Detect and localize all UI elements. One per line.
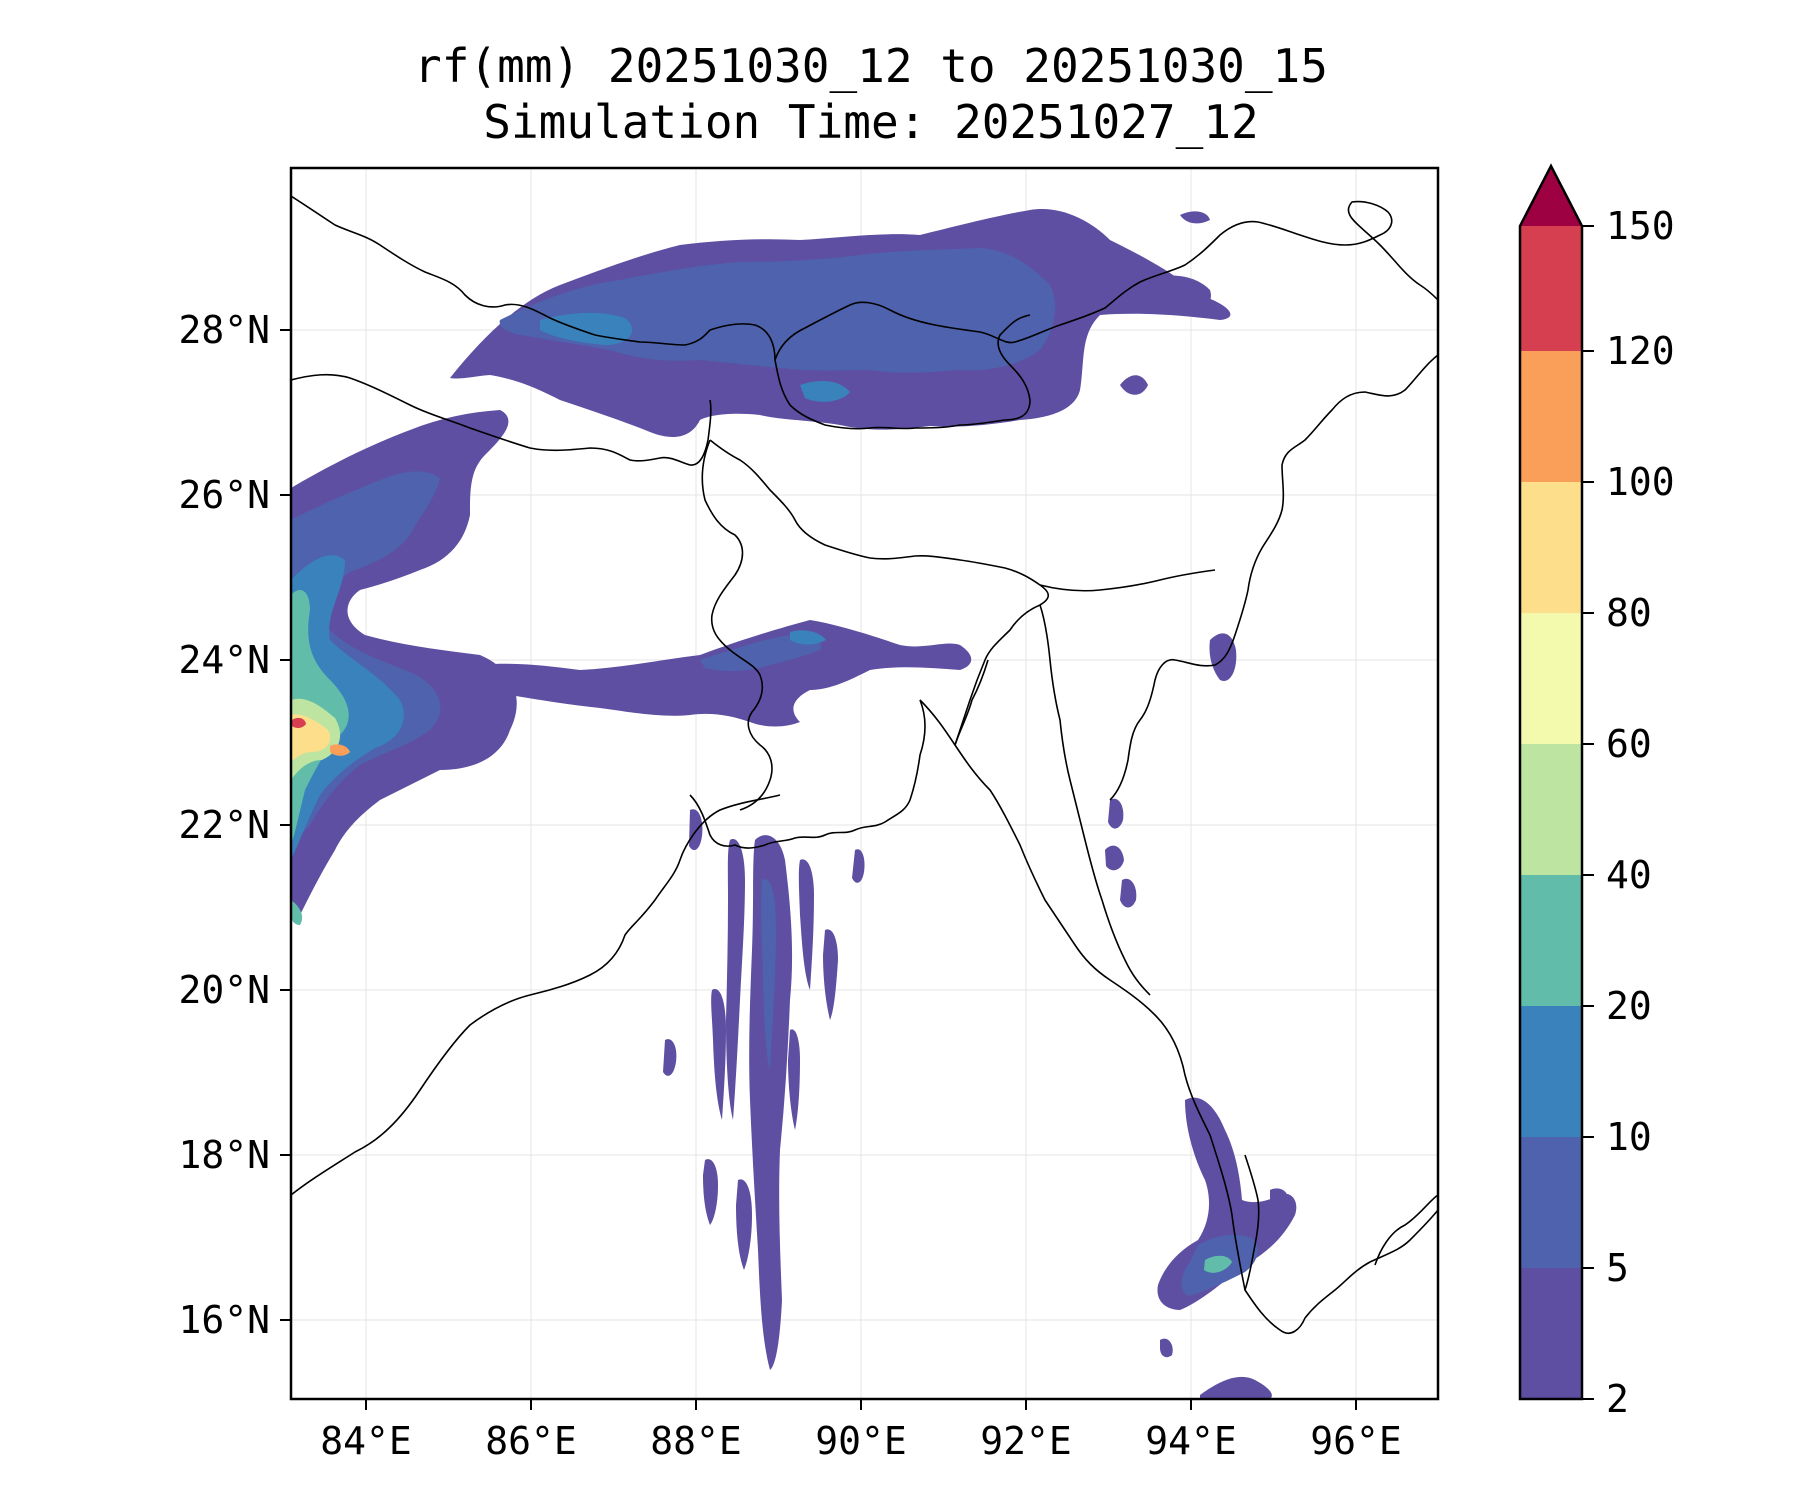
- title-line-1: rf(mm) 20251030_12 to 20251030_15: [414, 39, 1328, 93]
- rain-area-tripura: [1108, 798, 1124, 829]
- west-bengal-border: [701, 439, 773, 811]
- rain-area-bay-streak-10: [663, 1039, 677, 1076]
- rain-area-himalaya-core-2: [800, 380, 850, 402]
- myanmar-north-border: [1109, 354, 1438, 801]
- rain-area-bay-streak-2: [761, 879, 776, 1070]
- colorbar-segment-40-60: [1520, 744, 1582, 875]
- rain-area-ganges-120-b: [330, 744, 350, 756]
- colorbar-outline: [1518, 163, 1584, 1401]
- y-tick-label: 22°N: [178, 803, 270, 847]
- map-outlines: [291, 195, 1438, 1334]
- colorbar-extend-arrow: [1520, 166, 1582, 226]
- rain-area-ayeyarwady: [1157, 1097, 1297, 1310]
- x-tick-label: 88°E: [650, 1419, 742, 1463]
- colorbar-segment-60-80: [1520, 613, 1582, 744]
- x-tick-label: 86°E: [485, 1419, 577, 1463]
- rain-area-bay-streak-6: [736, 1179, 752, 1270]
- myanmar-thailand-border: [1244, 1154, 1260, 1291]
- rain-area-bay-streak-9: [788, 1029, 800, 1130]
- colorbar-segment-120-150: [1520, 226, 1582, 351]
- rain-area-ganges-20-b: [291, 900, 303, 925]
- myanmar-bangladesh-border: [954, 659, 989, 746]
- colorbar-tick-label: 60: [1606, 722, 1652, 766]
- x-tick-label: 94°E: [1145, 1419, 1237, 1463]
- rainfall-field: [291, 209, 1297, 1399]
- x-tick-label: 84°E: [320, 1419, 412, 1463]
- y-tick-label: 26°N: [178, 473, 270, 517]
- x-tick-label: 96°E: [1310, 1419, 1402, 1463]
- rain-area-bay-streak-11: [689, 809, 703, 851]
- colorbar-segment-80-100: [1520, 482, 1582, 613]
- rain-area-bay-streak-7: [703, 1159, 718, 1225]
- colorbar-segment-20-40: [1520, 875, 1582, 1006]
- rain-area-andaman: [1160, 1338, 1173, 1358]
- y-tick-label: 16°N: [178, 1298, 270, 1342]
- colorbar-tick-label: 20: [1606, 984, 1652, 1028]
- rain-area-chin: [1105, 845, 1124, 871]
- colorbar-tick-label: 80: [1606, 591, 1652, 635]
- y-axis: 16°N 18°N 20°N 22°N 24°N 26°N 28°N: [178, 308, 291, 1342]
- rain-area-ganges-120: [292, 717, 306, 729]
- colorbar-tick-label: 2: [1606, 1377, 1629, 1421]
- bengal-delta-coast: [689, 699, 926, 849]
- meghalaya-border: [1039, 569, 1216, 592]
- y-tick-label: 24°N: [178, 638, 270, 682]
- y-tick-label: 18°N: [178, 1133, 270, 1177]
- x-tick-label: 92°E: [980, 1419, 1072, 1463]
- rain-area-bay-streak-4: [798, 859, 814, 990]
- colorbar-segment-2-5: [1520, 1268, 1582, 1399]
- rain-area-tibet-east: [1150, 275, 1211, 310]
- colorbar-tick-label: 5: [1606, 1246, 1629, 1290]
- rain-area-bay-streak-1: [749, 835, 793, 1370]
- rain-area-bay-streak-3: [726, 839, 745, 1120]
- colorbar-tick-label: 100: [1606, 460, 1675, 504]
- x-axis: 84°E 86°E 88°E 90°E 92°E 94°E 96°E: [320, 1399, 1402, 1463]
- rain-area-manipur: [1209, 633, 1237, 681]
- colorbar-segment-10-20: [1520, 1006, 1582, 1137]
- colorbar-segment-100-120: [1520, 351, 1582, 482]
- rain-area-bay-streak-8: [823, 929, 838, 1020]
- rain-area-tanintharyi: [1270, 1188, 1289, 1208]
- myanmar-gulf-coast: [1374, 1194, 1438, 1266]
- rain-area-bengal-band: [460, 620, 972, 727]
- colorbar-tick-label: 40: [1606, 853, 1652, 897]
- rain-area-bengal-band-5: [700, 634, 821, 671]
- y-tick-label: 28°N: [178, 308, 270, 352]
- rain-area-small-2: [1180, 211, 1210, 224]
- colorbar: 2 5 10 20 40 60 80 100 120 150: [1518, 163, 1675, 1421]
- rain-area-ayeyarwady-20: [1204, 1255, 1232, 1273]
- map-panel: [291, 168, 1438, 1399]
- rain-area-bay-streak-12: [852, 849, 865, 883]
- rain-area-small-1: [1120, 375, 1148, 395]
- rain-area-bengal-band-10: [790, 630, 826, 645]
- nepal-south-border: [291, 373, 712, 466]
- bangladesh-border: [709, 439, 1050, 746]
- rain-area-rakhine-north: [1120, 878, 1137, 908]
- colorbar-tick-label: 120: [1606, 329, 1675, 373]
- rain-area-bay-south: [1200, 1376, 1272, 1399]
- x-tick-label: 90°E: [815, 1419, 907, 1463]
- colorbar-tick-label: 10: [1606, 1115, 1652, 1159]
- bangladesh-myanmar-coast: [919, 699, 1438, 1334]
- rain-area-bay-streak-5: [711, 989, 726, 1120]
- colorbar-segment-5-10: [1520, 1137, 1582, 1268]
- map-frame: [289, 166, 1440, 1401]
- title-line-2: Simulation Time: 20251027_12: [483, 95, 1258, 149]
- nepal-north-border: [291, 195, 711, 346]
- colorbar-tick-label: 150: [1606, 204, 1675, 248]
- mizoram-border: [1039, 604, 1151, 996]
- india-east-coast: [291, 794, 781, 1196]
- y-tick-label: 20°N: [178, 968, 270, 1012]
- china-border-north: [774, 200, 1438, 361]
